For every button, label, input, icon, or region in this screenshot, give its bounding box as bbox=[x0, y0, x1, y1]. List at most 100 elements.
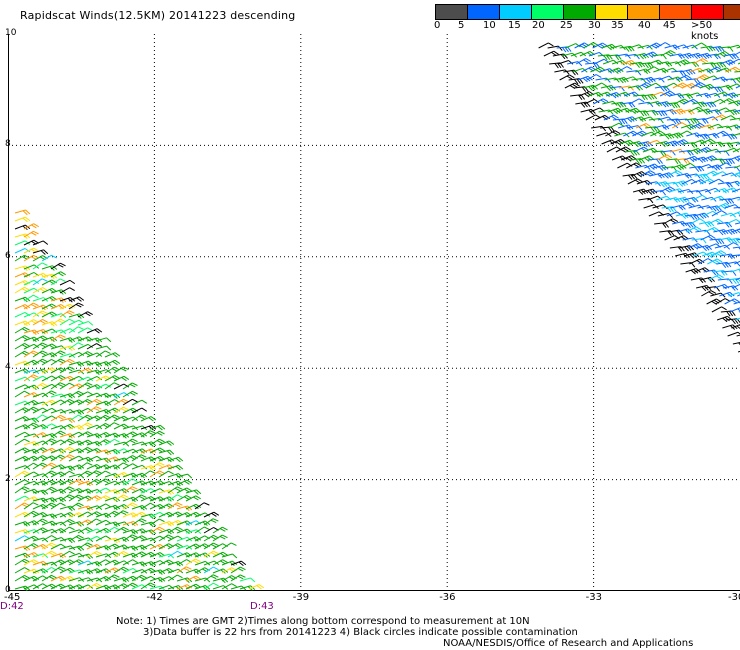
wind-barb bbox=[59, 494, 75, 502]
wind-barb bbox=[158, 584, 175, 590]
wind-barb bbox=[104, 574, 120, 582]
wind-barb bbox=[686, 226, 702, 233]
wind-barb bbox=[696, 146, 712, 154]
wind-barb bbox=[667, 170, 683, 177]
wind-barb bbox=[32, 560, 49, 567]
wind-barb bbox=[585, 62, 600, 69]
wind-barb bbox=[623, 130, 639, 137]
wind-barb bbox=[68, 414, 84, 422]
colorbar-cell bbox=[467, 4, 500, 20]
wind-barb bbox=[167, 561, 184, 567]
wind-barb bbox=[32, 272, 49, 279]
wind-barb bbox=[674, 59, 691, 66]
wind-barb bbox=[86, 518, 102, 526]
wind-barb bbox=[149, 518, 165, 526]
wind-barb bbox=[690, 82, 706, 89]
wind-barb bbox=[32, 568, 49, 574]
wind-barb bbox=[77, 407, 94, 414]
wind-barb bbox=[131, 448, 148, 454]
wind-barb bbox=[715, 298, 731, 305]
wind-barb bbox=[32, 583, 48, 590]
wind-barb bbox=[68, 455, 85, 462]
wind-barb bbox=[131, 518, 147, 526]
wind-barb bbox=[709, 238, 725, 245]
wind-barb bbox=[23, 272, 40, 278]
wind-barb bbox=[650, 130, 666, 137]
wind-barb bbox=[104, 366, 120, 374]
wind-barb bbox=[14, 400, 31, 406]
wind-barb bbox=[593, 98, 609, 105]
wind-barb bbox=[95, 495, 111, 502]
colorbar-cell bbox=[595, 4, 628, 20]
wind-barb bbox=[707, 218, 724, 225]
wind-barb bbox=[59, 318, 75, 326]
wind-barb bbox=[77, 321, 94, 326]
wind-barb bbox=[729, 117, 740, 123]
wind-barb bbox=[719, 198, 735, 205]
wind-barb bbox=[732, 341, 740, 348]
wind-barb bbox=[657, 213, 674, 219]
wind-barb bbox=[59, 550, 75, 558]
wind-barb bbox=[699, 221, 715, 228]
wind-barb bbox=[628, 44, 644, 50]
wind-barb bbox=[50, 552, 67, 559]
wind-barb bbox=[659, 90, 676, 97]
wind-barb bbox=[176, 520, 193, 526]
wind-barb bbox=[733, 108, 740, 115]
wind-barb bbox=[86, 406, 102, 414]
wind-barb bbox=[661, 206, 677, 213]
wind-barb bbox=[50, 479, 67, 486]
wind-barb bbox=[14, 254, 30, 262]
wind-barb bbox=[86, 535, 103, 542]
wind-barb bbox=[158, 440, 175, 446]
wind-barb bbox=[685, 173, 701, 179]
wind-barb bbox=[95, 350, 111, 358]
wind-barb bbox=[686, 132, 702, 138]
wind-barb bbox=[719, 59, 736, 66]
wind-barb bbox=[50, 430, 66, 438]
wind-barb bbox=[149, 430, 165, 438]
wind-barb bbox=[221, 575, 237, 582]
wind-barb bbox=[131, 494, 147, 502]
wind-barb bbox=[732, 50, 740, 57]
wind-barb bbox=[659, 133, 675, 140]
wind-barb bbox=[23, 406, 39, 414]
wind-barb bbox=[691, 42, 707, 49]
wind-barb bbox=[149, 470, 165, 478]
wind-barb bbox=[59, 486, 75, 494]
wind-barb bbox=[185, 503, 202, 510]
wind-barb bbox=[41, 535, 57, 542]
wind-barb bbox=[635, 68, 651, 74]
wind-barb bbox=[122, 512, 139, 518]
colorbar bbox=[435, 4, 740, 20]
wind-barb bbox=[666, 118, 682, 125]
wind-barb bbox=[689, 67, 705, 74]
wind-barb bbox=[176, 512, 193, 518]
wind-barb bbox=[661, 109, 677, 115]
wind-barb bbox=[68, 342, 84, 350]
wind-barb bbox=[23, 462, 39, 470]
wind-barb bbox=[14, 486, 30, 494]
wind-barb bbox=[113, 494, 129, 502]
wind-barb bbox=[95, 400, 112, 407]
wind-barb bbox=[68, 569, 85, 575]
wind-barb bbox=[41, 399, 58, 406]
wind-barb bbox=[59, 303, 76, 310]
wind-barb bbox=[131, 407, 148, 414]
wind-barb bbox=[104, 422, 120, 430]
wind-barb bbox=[632, 188, 649, 195]
wind-barb bbox=[149, 438, 165, 446]
wind-barb bbox=[194, 502, 210, 510]
wind-barb bbox=[617, 66, 633, 73]
wind-barb bbox=[664, 235, 680, 241]
wind-barb bbox=[648, 158, 663, 165]
wind-barb bbox=[732, 146, 740, 153]
wind-barb bbox=[707, 164, 723, 171]
wind-barb bbox=[86, 577, 103, 583]
wind-barb bbox=[14, 240, 31, 246]
wind-barb bbox=[549, 62, 564, 69]
colorbar-tick-label: 45 bbox=[663, 20, 676, 31]
wind-barb bbox=[95, 527, 112, 534]
wind-barb bbox=[644, 163, 660, 170]
wind-barb bbox=[32, 432, 49, 438]
